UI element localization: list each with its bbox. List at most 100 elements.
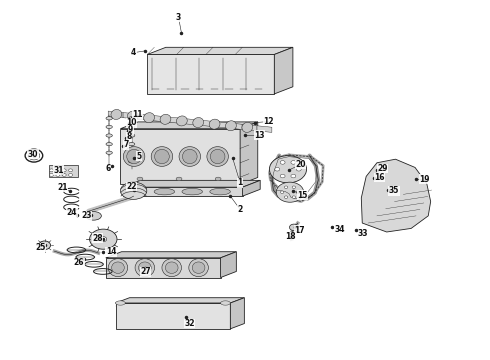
Text: 22: 22 bbox=[126, 182, 137, 191]
Ellipse shape bbox=[290, 224, 298, 230]
Ellipse shape bbox=[39, 241, 50, 249]
Ellipse shape bbox=[292, 196, 295, 198]
Polygon shape bbox=[123, 180, 260, 187]
Ellipse shape bbox=[291, 161, 296, 164]
Ellipse shape bbox=[62, 169, 66, 172]
Ellipse shape bbox=[176, 116, 187, 126]
Ellipse shape bbox=[128, 134, 135, 137]
Polygon shape bbox=[274, 47, 293, 94]
Polygon shape bbox=[183, 118, 197, 125]
Ellipse shape bbox=[193, 117, 204, 127]
Ellipse shape bbox=[62, 174, 66, 176]
Ellipse shape bbox=[126, 188, 147, 195]
Polygon shape bbox=[220, 252, 236, 278]
Ellipse shape bbox=[210, 149, 225, 164]
Ellipse shape bbox=[162, 259, 181, 276]
Text: 19: 19 bbox=[419, 175, 430, 184]
Ellipse shape bbox=[139, 262, 151, 273]
Ellipse shape bbox=[106, 125, 112, 129]
Ellipse shape bbox=[128, 160, 135, 163]
Ellipse shape bbox=[176, 177, 182, 181]
Ellipse shape bbox=[280, 174, 285, 178]
Polygon shape bbox=[116, 303, 230, 329]
Text: 16: 16 bbox=[375, 173, 385, 182]
Ellipse shape bbox=[86, 212, 101, 220]
Text: 13: 13 bbox=[254, 131, 265, 140]
Text: 14: 14 bbox=[106, 247, 116, 256]
Text: 21: 21 bbox=[57, 183, 68, 192]
Ellipse shape bbox=[127, 149, 142, 164]
Ellipse shape bbox=[106, 151, 112, 154]
Polygon shape bbox=[361, 159, 431, 232]
Ellipse shape bbox=[275, 167, 280, 171]
Polygon shape bbox=[230, 298, 245, 329]
Polygon shape bbox=[123, 187, 243, 196]
Text: 27: 27 bbox=[140, 267, 150, 276]
Polygon shape bbox=[243, 180, 260, 196]
Ellipse shape bbox=[165, 262, 178, 273]
Polygon shape bbox=[123, 113, 138, 119]
Text: 26: 26 bbox=[74, 258, 84, 267]
Ellipse shape bbox=[284, 186, 288, 189]
Ellipse shape bbox=[155, 149, 169, 164]
Ellipse shape bbox=[192, 262, 205, 273]
Ellipse shape bbox=[49, 169, 53, 172]
Text: 2: 2 bbox=[238, 205, 243, 214]
Text: 17: 17 bbox=[294, 226, 305, 235]
Ellipse shape bbox=[182, 188, 202, 195]
Text: 15: 15 bbox=[297, 190, 308, 199]
Polygon shape bbox=[49, 165, 78, 177]
Ellipse shape bbox=[56, 169, 60, 172]
Ellipse shape bbox=[242, 122, 253, 132]
Ellipse shape bbox=[127, 111, 138, 121]
Ellipse shape bbox=[284, 196, 288, 198]
Polygon shape bbox=[108, 111, 123, 118]
Text: 9: 9 bbox=[128, 125, 133, 134]
Polygon shape bbox=[227, 123, 242, 130]
Ellipse shape bbox=[292, 186, 295, 189]
Polygon shape bbox=[197, 120, 212, 126]
Text: 4: 4 bbox=[131, 48, 136, 57]
Text: 23: 23 bbox=[81, 211, 92, 220]
Polygon shape bbox=[116, 298, 245, 303]
Ellipse shape bbox=[116, 301, 125, 305]
Text: 33: 33 bbox=[358, 229, 368, 238]
Text: 3: 3 bbox=[176, 13, 181, 22]
Text: 24: 24 bbox=[67, 208, 77, 217]
Ellipse shape bbox=[189, 259, 208, 276]
Ellipse shape bbox=[137, 177, 143, 181]
Ellipse shape bbox=[90, 229, 117, 249]
Ellipse shape bbox=[128, 143, 135, 146]
Ellipse shape bbox=[215, 177, 221, 181]
Ellipse shape bbox=[121, 182, 147, 199]
Polygon shape bbox=[153, 116, 168, 122]
Ellipse shape bbox=[128, 125, 135, 129]
Ellipse shape bbox=[225, 121, 236, 131]
Text: 30: 30 bbox=[28, 150, 38, 159]
Ellipse shape bbox=[160, 114, 171, 124]
Ellipse shape bbox=[151, 147, 172, 166]
Ellipse shape bbox=[280, 191, 284, 193]
Polygon shape bbox=[106, 252, 236, 258]
Ellipse shape bbox=[280, 161, 285, 164]
Ellipse shape bbox=[296, 167, 301, 171]
Ellipse shape bbox=[135, 259, 155, 276]
Polygon shape bbox=[121, 122, 258, 129]
Ellipse shape bbox=[207, 147, 228, 166]
Polygon shape bbox=[121, 129, 240, 184]
Text: 34: 34 bbox=[334, 225, 344, 234]
Text: 20: 20 bbox=[295, 160, 306, 169]
Ellipse shape bbox=[182, 149, 197, 164]
Ellipse shape bbox=[220, 301, 230, 305]
Text: 18: 18 bbox=[286, 232, 296, 241]
Ellipse shape bbox=[69, 174, 73, 176]
Text: 31: 31 bbox=[53, 166, 64, 175]
Text: 8: 8 bbox=[126, 132, 131, 141]
Polygon shape bbox=[147, 54, 274, 94]
Text: 10: 10 bbox=[126, 118, 137, 127]
Text: 7: 7 bbox=[123, 140, 128, 149]
Ellipse shape bbox=[69, 169, 73, 172]
Ellipse shape bbox=[144, 113, 154, 123]
Ellipse shape bbox=[111, 109, 122, 120]
Ellipse shape bbox=[128, 117, 135, 120]
